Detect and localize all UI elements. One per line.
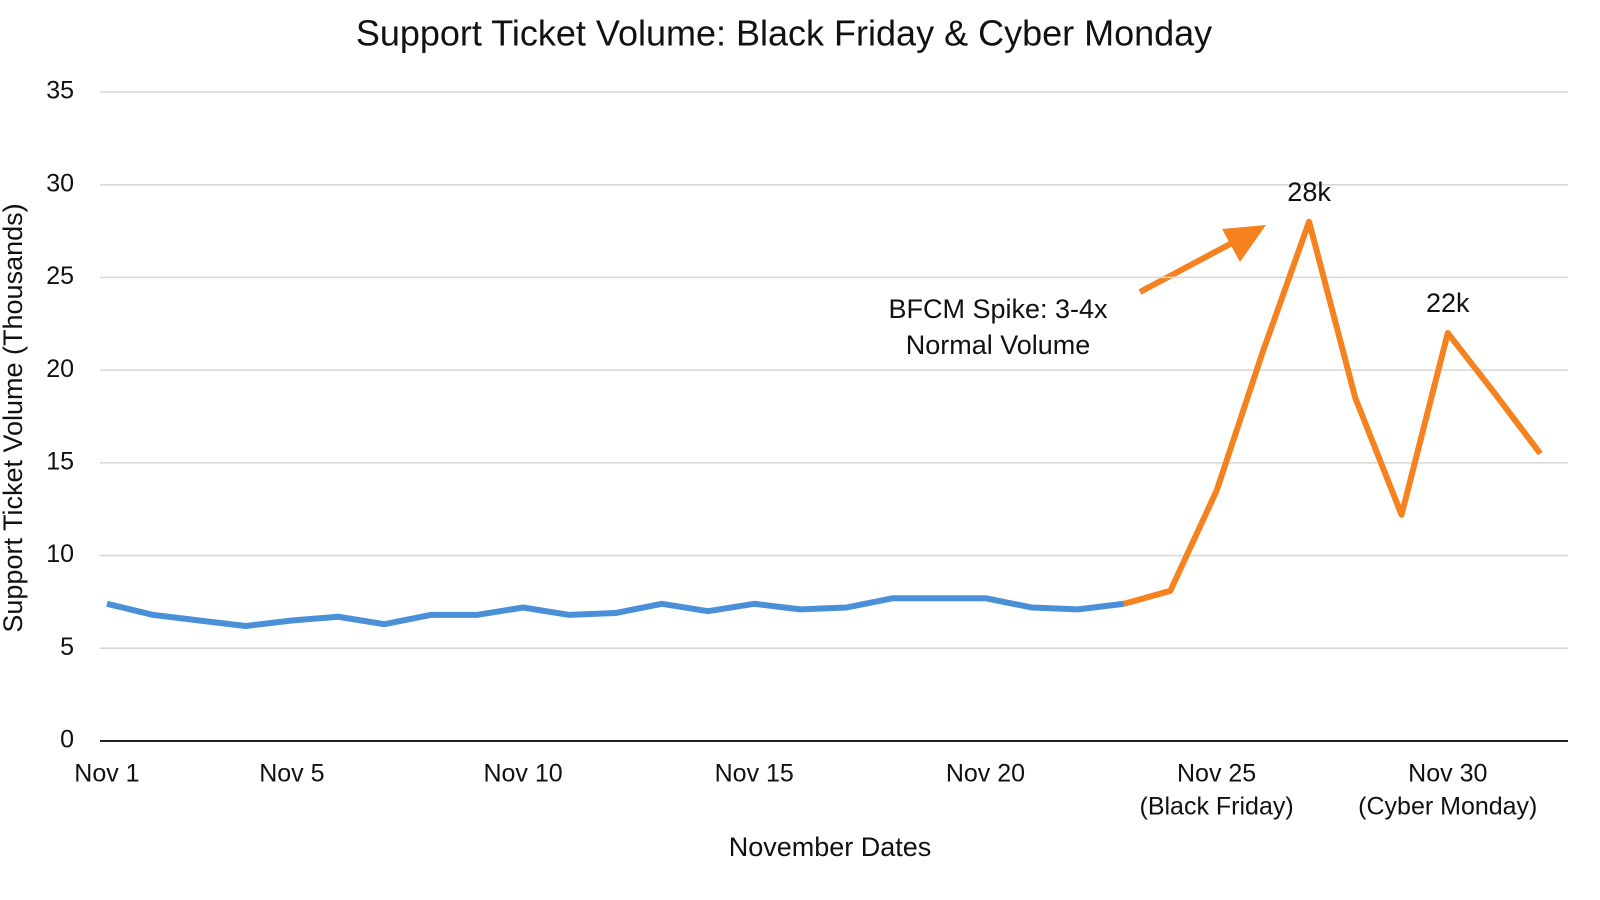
chart-title: Support Ticket Volume: Black Friday & Cy… bbox=[356, 13, 1212, 54]
x-tick-label: Nov 20 bbox=[946, 760, 1025, 788]
data-line bbox=[106, 595, 1125, 630]
y-tick-label: 25 bbox=[46, 262, 74, 290]
y-tick-label: 0 bbox=[60, 726, 74, 754]
data-line bbox=[1123, 218, 1543, 607]
x-tick-label: Nov 1 bbox=[74, 760, 139, 788]
x-tick-label: Nov 10 bbox=[483, 760, 562, 788]
annotation-arrowhead bbox=[1222, 225, 1266, 262]
annotation-arrow bbox=[1138, 240, 1234, 295]
y-axis-label: Support Ticket Volume (Thousands) bbox=[0, 203, 28, 632]
x-tick-label: Nov 25 bbox=[1177, 760, 1256, 788]
y-tick-label: 20 bbox=[46, 355, 74, 383]
x-tick-label: Nov 5 bbox=[259, 760, 324, 788]
data-label: 28k bbox=[1287, 177, 1331, 207]
y-tick-label: 30 bbox=[46, 169, 74, 197]
y-tick-label: 5 bbox=[60, 633, 74, 661]
x-tick-label: (Cyber Monday) bbox=[1358, 793, 1537, 821]
annotation: Normal Volume bbox=[906, 330, 1091, 360]
data-label: 22k bbox=[1426, 288, 1470, 318]
y-tick-label: 15 bbox=[46, 447, 74, 475]
y-tick-label: 10 bbox=[46, 540, 74, 568]
x-tick-label: Nov 15 bbox=[715, 760, 794, 788]
x-axis-label: November Dates bbox=[729, 832, 932, 862]
annotation: BFCM Spike: 3-4x bbox=[888, 294, 1108, 324]
y-tick-label: 35 bbox=[46, 77, 74, 105]
x-tick-label: (Black Friday) bbox=[1140, 793, 1294, 821]
x-tick-label: Nov 30 bbox=[1408, 760, 1487, 788]
